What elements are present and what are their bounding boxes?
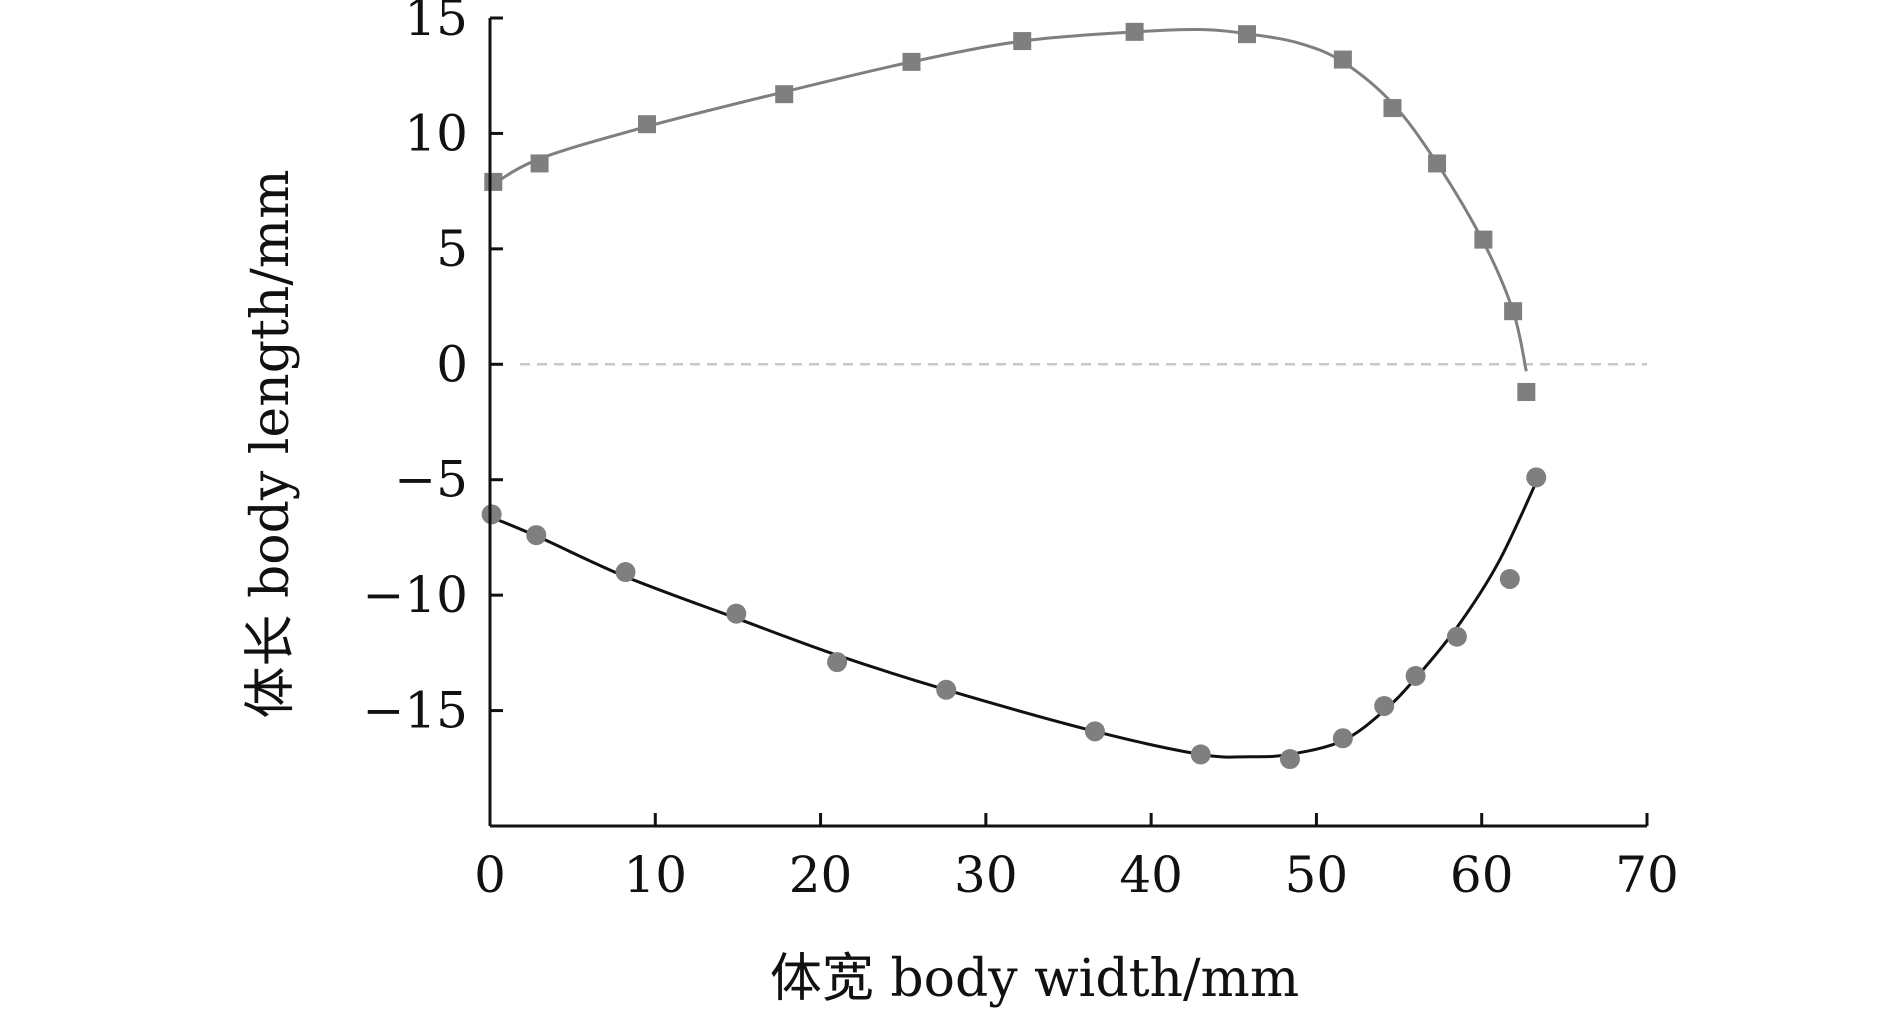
circle-point — [615, 562, 636, 583]
x-tick-label: 50 — [1285, 846, 1349, 904]
circle-point — [1405, 665, 1426, 686]
x-tick-label: 0 — [474, 846, 506, 904]
x-tick-label: 60 — [1450, 846, 1514, 904]
y-tick-label: 15 — [404, 0, 468, 47]
y-axis-title: 体长 body length/mm — [241, 169, 301, 718]
square-point — [1383, 99, 1402, 118]
fit-curve-upper — [489, 27, 1528, 372]
x-tick-label: 10 — [623, 846, 687, 904]
square-point — [902, 52, 921, 71]
square-point — [1333, 50, 1352, 69]
square-point — [1428, 154, 1447, 173]
square-point — [775, 85, 794, 104]
circle-point — [1374, 695, 1395, 716]
circle-point — [1190, 744, 1211, 765]
square-point — [1238, 25, 1257, 44]
square-point — [638, 115, 657, 134]
square-point — [484, 172, 503, 191]
circle-point — [1279, 749, 1300, 770]
y-tick-label: 5 — [436, 220, 468, 278]
y-tick-label: 0 — [436, 335, 468, 393]
circle-point — [1084, 721, 1105, 742]
fit-curve-lower — [489, 481, 1538, 759]
square-point — [1517, 382, 1536, 401]
x-tick-label: 40 — [1119, 846, 1183, 904]
circle-point — [1499, 568, 1520, 589]
y-tick-label: −10 — [362, 566, 468, 624]
data-points — [481, 22, 1547, 770]
y-tick-label: −15 — [362, 682, 468, 740]
x-axis-title: 体宽 body width/mm — [770, 949, 1299, 1009]
square-point — [1013, 32, 1032, 51]
axes — [488, 16, 1649, 828]
circle-point — [1332, 728, 1353, 749]
square-point — [530, 154, 549, 173]
y-tick-label: 10 — [404, 104, 468, 162]
x-tick-label: 30 — [954, 846, 1018, 904]
y-tick-label: −5 — [394, 451, 468, 509]
circle-point — [936, 679, 957, 700]
square-point — [1474, 230, 1493, 249]
circle-point — [526, 525, 547, 546]
circle-point — [726, 603, 747, 624]
x-tick-label: 20 — [789, 846, 853, 904]
x-tick-label: 70 — [1615, 846, 1679, 904]
circle-point — [827, 652, 848, 673]
square-point — [1504, 302, 1523, 321]
circle-point — [1526, 467, 1547, 488]
circle-point — [1446, 626, 1467, 647]
circle-point — [481, 504, 502, 525]
square-point — [1125, 22, 1144, 41]
